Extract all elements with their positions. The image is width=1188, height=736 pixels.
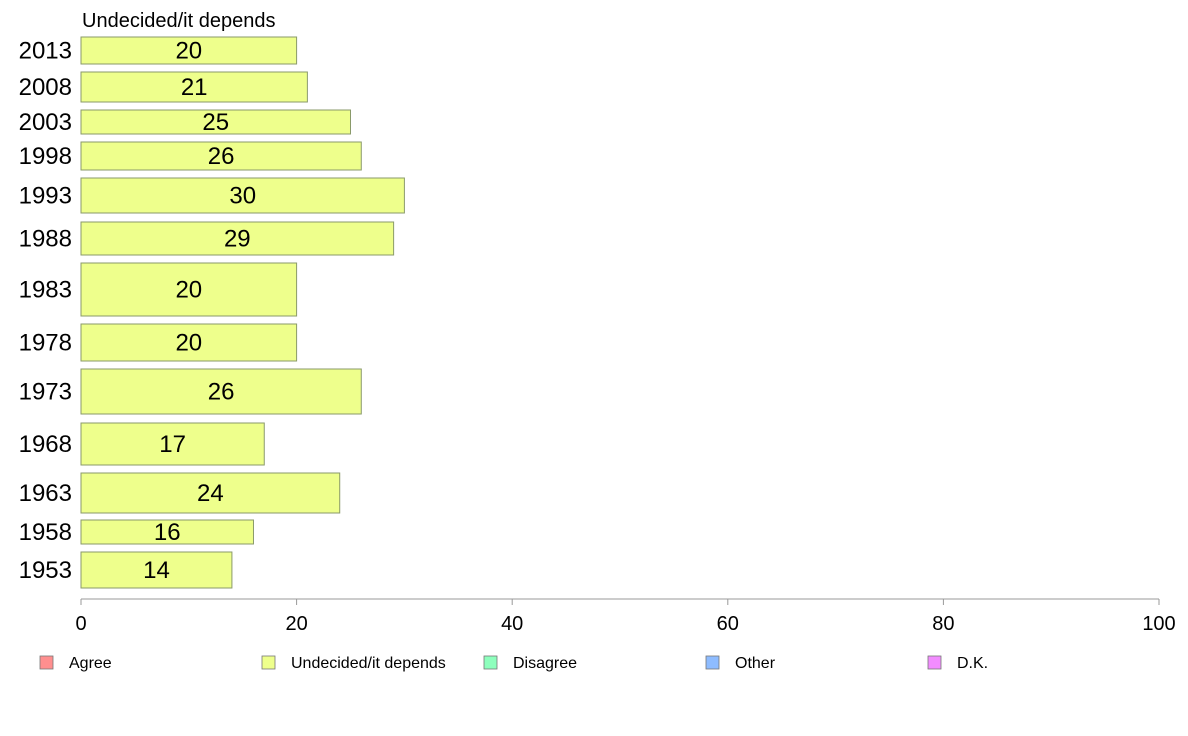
legend: Agree Undecided/it depends Disagree Other D.… xyxy=(39,655,988,672)
data-label-1978: 20 xyxy=(175,330,202,357)
bar-1978 xyxy=(80,323,298,362)
x-tick-label-60: 60 xyxy=(717,613,739,635)
bar-1998 xyxy=(80,141,362,171)
data-label-1958: 16 xyxy=(154,519,181,546)
bar-2008 xyxy=(80,71,308,103)
bar-1973 xyxy=(80,368,362,415)
chart-title: Undecided/it depends xyxy=(82,10,275,32)
legend-label-2: Disagree xyxy=(513,655,577,672)
legend-swatch-4 xyxy=(927,655,942,670)
x-tick-label-100: 100 xyxy=(1142,613,1175,635)
data-label-2013: 20 xyxy=(175,38,202,65)
y-tick-label-1978: 1978 xyxy=(19,330,72,357)
bar-1968 xyxy=(80,422,265,466)
data-label-1993: 30 xyxy=(229,183,256,210)
x-tick-label-0: 0 xyxy=(75,613,86,635)
y-tick-label-1983: 1983 xyxy=(19,277,72,304)
y-tick-label-2013: 2013 xyxy=(19,38,72,65)
data-label-2008: 21 xyxy=(181,74,208,101)
legend-swatch-1 xyxy=(261,655,276,670)
y-tick-label-1988: 1988 xyxy=(19,226,72,253)
legend-label-1: Undecided/it depends xyxy=(291,655,446,672)
x-axis: 0 20 40 60 80 100 xyxy=(75,598,1176,635)
bars-group: 2013 20 2008 21 2003 25 1998 26 1993 30 1988 29 1983… xyxy=(19,36,405,589)
y-tick-label-1973: 1973 xyxy=(19,379,72,406)
bar-1963 xyxy=(80,472,341,514)
legend-swatch-0 xyxy=(39,655,54,670)
bar-1953 xyxy=(80,551,233,589)
data-label-2003: 25 xyxy=(202,109,229,136)
y-tick-label-2003: 2003 xyxy=(19,109,72,136)
data-label-1968: 17 xyxy=(159,431,186,458)
bar-2013 xyxy=(80,36,298,65)
legend-label-3: Other xyxy=(735,655,776,672)
legend-swatch-3 xyxy=(705,655,720,670)
data-label-1963: 24 xyxy=(197,480,224,507)
data-label-1983: 20 xyxy=(175,277,202,304)
bar-1958 xyxy=(80,519,254,545)
data-label-1998: 26 xyxy=(208,143,235,170)
y-tick-label-1958: 1958 xyxy=(19,519,72,546)
x-tick-label-20: 20 xyxy=(285,613,307,635)
y-tick-label-2008: 2008 xyxy=(19,74,72,101)
legend-swatch-2 xyxy=(483,655,498,670)
bar-2003 xyxy=(80,109,351,135)
x-tick-label-80: 80 xyxy=(932,613,954,635)
bar-1988 xyxy=(80,221,395,256)
bar-1983 xyxy=(80,262,298,317)
bar-1993 xyxy=(80,177,405,214)
y-tick-label-1998: 1998 xyxy=(19,143,72,170)
y-tick-label-1953: 1953 xyxy=(19,557,72,584)
data-label-1988: 29 xyxy=(224,226,251,253)
data-label-1953: 14 xyxy=(143,557,170,584)
y-tick-label-1968: 1968 xyxy=(19,431,72,458)
legend-label-4: D.K. xyxy=(957,655,988,672)
y-tick-label-1993: 1993 xyxy=(19,183,72,210)
legend-label-0: Agree xyxy=(69,655,112,672)
y-tick-label-1963: 1963 xyxy=(19,480,72,507)
x-tick-label-40: 40 xyxy=(501,613,523,635)
data-label-1973: 26 xyxy=(208,379,235,406)
